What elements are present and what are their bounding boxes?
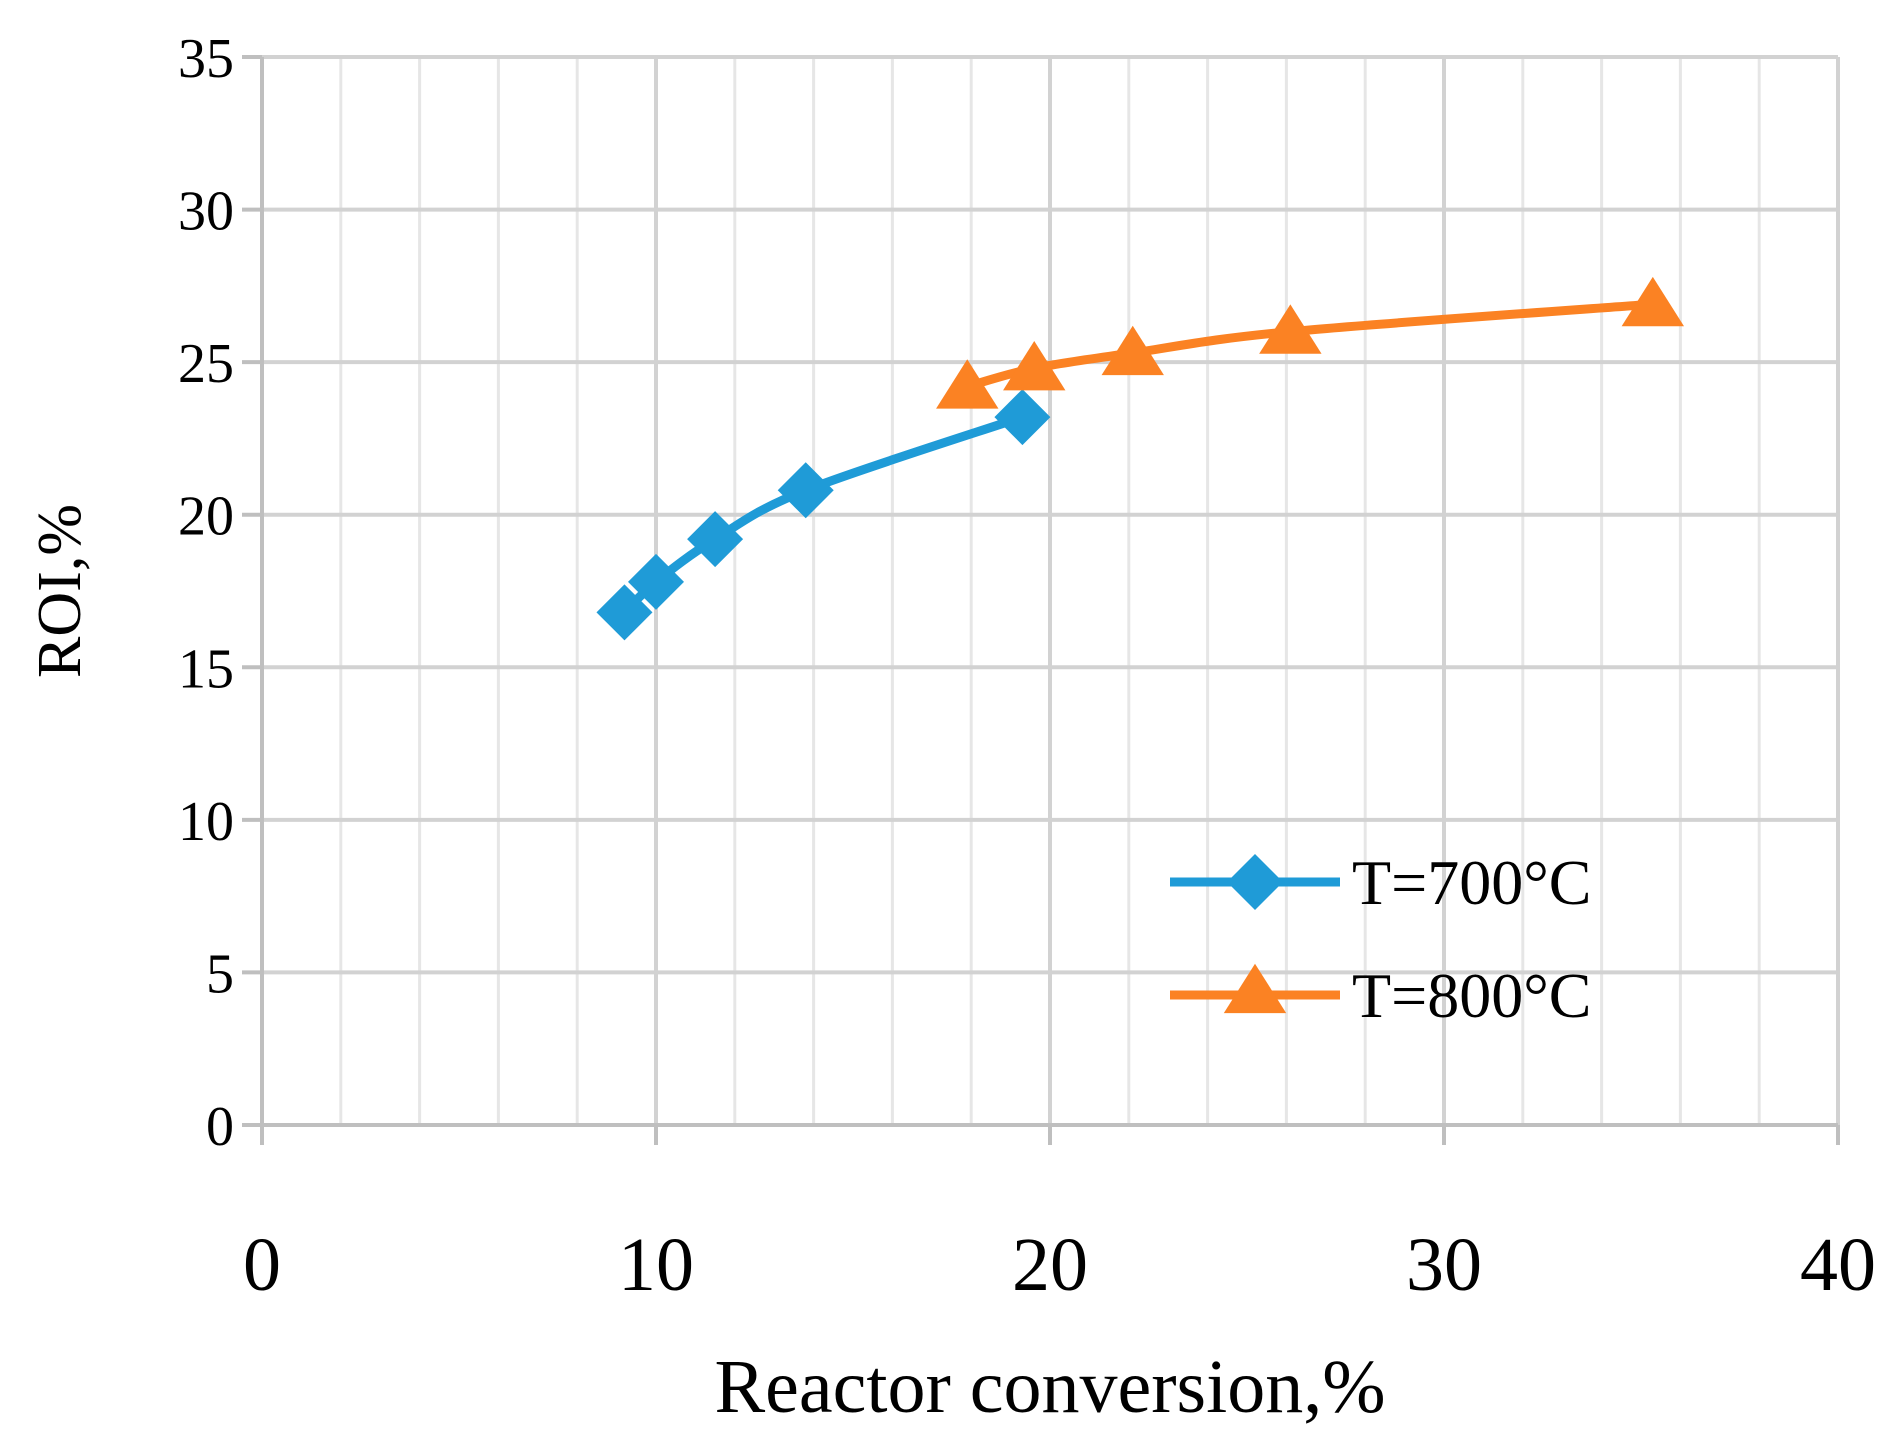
data-point-diamond [628,553,684,610]
y-tick-labels: 0 5 10 15 20 25 30 35 [178,28,234,1158]
y-tick-label: 0 [206,1096,234,1158]
x-tick-label: 10 [618,1223,694,1307]
y-tick-label: 25 [178,333,234,395]
x-tick-label: 0 [243,1223,281,1307]
legend-triangle-marker [1223,963,1287,1014]
legend-diamond-marker [1227,854,1283,910]
legend-item-700[interactable]: T=700°C [1170,847,1591,918]
data-point-triangle [936,359,999,409]
series-triangle [936,276,1685,409]
data-point-triangle [1003,340,1066,391]
y-tick-label: 5 [206,943,234,1005]
series-layer [596,276,1685,641]
axes [242,55,1840,1145]
legend: T=700°C T=800°C [1170,847,1591,1031]
y-tick-label: 35 [178,28,234,90]
x-tick-label: 40 [1800,1223,1876,1307]
data-point-diamond [596,584,653,641]
y-tick-label: 20 [178,486,234,548]
data-point-triangle [1101,325,1164,376]
x-tick-labels: 0 10 20 30 40 [243,1223,1876,1307]
x-tick-label: 30 [1406,1223,1482,1307]
data-point-diamond [994,389,1051,446]
legend-label-800: T=800°C [1352,960,1591,1031]
major-gridlines [262,55,1840,1125]
y-tick-label: 15 [178,638,234,700]
data-point-diamond [687,511,744,568]
legend-item-800[interactable]: T=800°C [1170,960,1591,1031]
y-tick-label: 10 [178,791,234,853]
legend-label-700: T=700°C [1352,847,1591,918]
y-axis-title: ROI,% [26,504,94,678]
data-point-triangle [1259,304,1322,354]
y-tick-label: 30 [178,181,234,243]
data-point-diamond [777,462,834,519]
series-diamond [596,389,1051,641]
x-axis-title: Reactor conversion,% [714,1345,1385,1429]
data-point-triangle [1621,276,1685,327]
x-tick-label: 20 [1012,1223,1088,1307]
minor-gridlines [339,57,1761,1125]
